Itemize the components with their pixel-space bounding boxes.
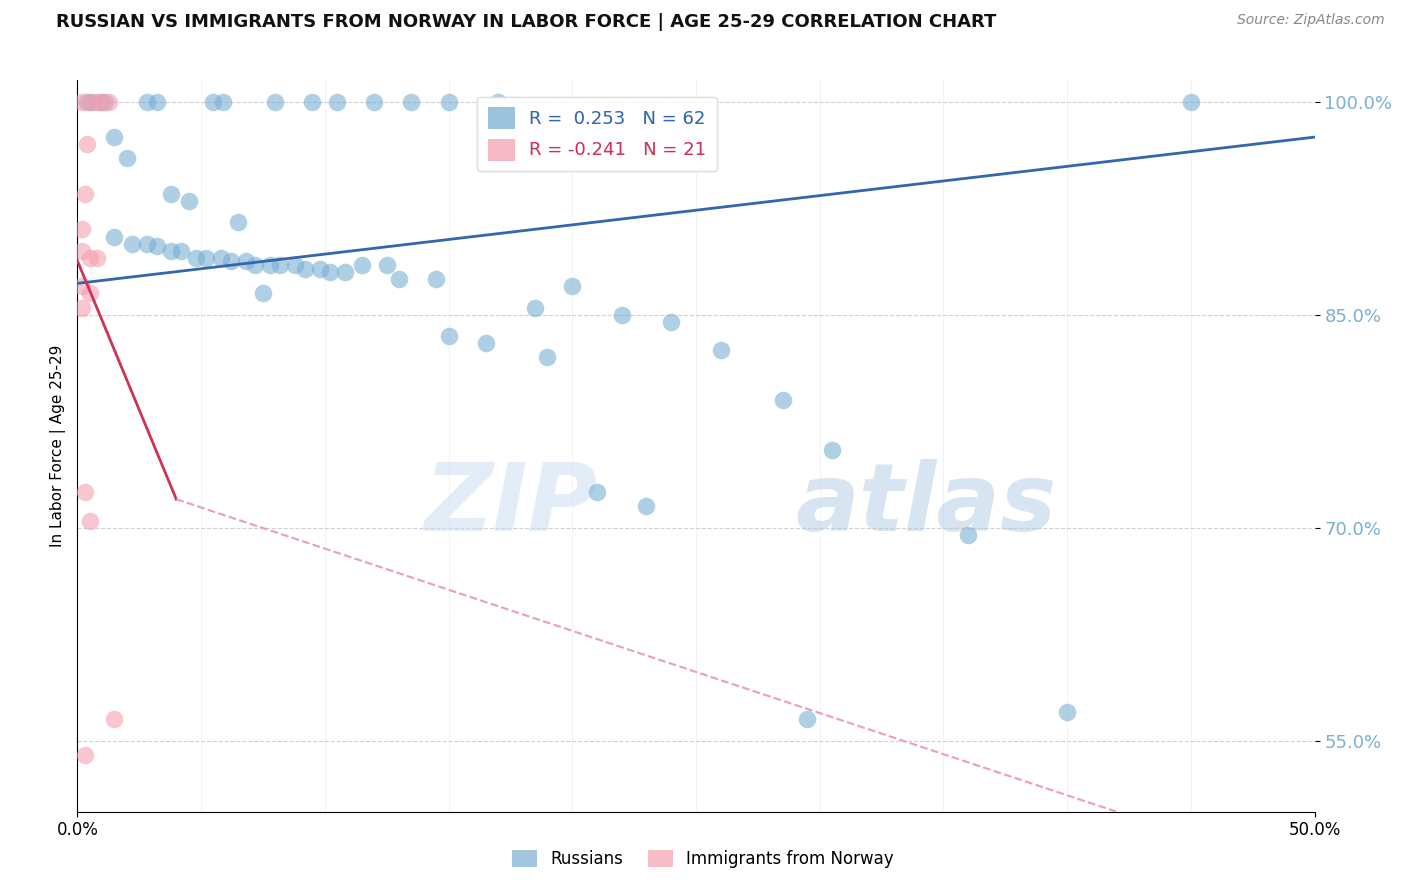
Point <box>659 315 682 329</box>
Point <box>73 186 96 201</box>
Point <box>284 258 307 272</box>
Point <box>437 329 460 343</box>
Point <box>561 279 583 293</box>
Point <box>401 95 423 109</box>
Point <box>72 222 94 236</box>
Point <box>82 95 104 109</box>
Point <box>115 152 138 166</box>
Point <box>259 258 281 272</box>
Point <box>301 95 323 109</box>
Point <box>326 95 349 109</box>
Point <box>184 251 207 265</box>
Point <box>524 301 547 315</box>
Point <box>710 343 733 358</box>
Point <box>79 95 101 109</box>
Point <box>135 95 157 109</box>
Point <box>98 95 121 109</box>
Point <box>226 215 249 229</box>
Point <box>72 279 94 293</box>
Point <box>536 350 558 364</box>
Point <box>160 186 183 201</box>
Point <box>103 130 125 145</box>
Point <box>72 95 94 109</box>
Point <box>86 251 108 265</box>
Point <box>73 485 96 500</box>
Point <box>135 236 157 251</box>
Point <box>252 286 274 301</box>
Point <box>195 251 218 265</box>
Point <box>86 95 108 109</box>
Point <box>79 251 101 265</box>
Point <box>1180 95 1202 109</box>
Y-axis label: In Labor Force | Age 25-29: In Labor Force | Age 25-29 <box>51 345 66 547</box>
Point <box>91 95 114 109</box>
Point <box>636 500 658 514</box>
Point <box>821 442 844 457</box>
Point <box>93 95 115 109</box>
Point <box>319 265 342 279</box>
Point <box>294 262 316 277</box>
Point <box>425 272 447 286</box>
Point <box>957 528 980 542</box>
Point <box>474 336 496 351</box>
Point <box>76 95 98 109</box>
Point <box>72 244 94 258</box>
Point <box>264 95 287 109</box>
Point <box>89 95 111 109</box>
Point <box>170 244 193 258</box>
Legend: Russians, Immigrants from Norway: Russians, Immigrants from Norway <box>505 843 901 875</box>
Point <box>437 95 460 109</box>
Point <box>350 258 373 272</box>
Point <box>72 301 94 315</box>
Point <box>209 251 232 265</box>
Point <box>269 258 291 272</box>
Point <box>177 194 200 208</box>
Point <box>388 272 411 286</box>
Point <box>79 514 101 528</box>
Text: ZIP: ZIP <box>425 458 598 550</box>
Point <box>219 253 242 268</box>
Legend: R =  0.253   N = 62, R = -0.241   N = 21: R = 0.253 N = 62, R = -0.241 N = 21 <box>477 96 717 171</box>
Text: atlas: atlas <box>794 458 1056 550</box>
Point <box>103 229 125 244</box>
Point <box>79 286 101 301</box>
Text: RUSSIAN VS IMMIGRANTS FROM NORWAY IN LABOR FORCE | AGE 25-29 CORRELATION CHART: RUSSIAN VS IMMIGRANTS FROM NORWAY IN LAB… <box>56 13 997 31</box>
Point <box>103 713 125 727</box>
Point <box>333 265 356 279</box>
Point <box>121 236 143 251</box>
Point <box>586 485 609 500</box>
Point <box>610 308 633 322</box>
Point <box>145 239 167 253</box>
Point <box>375 258 398 272</box>
Point <box>245 258 267 272</box>
Point <box>308 262 330 277</box>
Point <box>76 137 98 152</box>
Point <box>772 392 794 407</box>
Point <box>363 95 385 109</box>
Point <box>235 253 257 268</box>
Point <box>160 244 183 258</box>
Point <box>73 747 96 762</box>
Point <box>202 95 225 109</box>
Point <box>486 95 509 109</box>
Point <box>1056 706 1078 720</box>
Point <box>145 95 167 109</box>
Text: Source: ZipAtlas.com: Source: ZipAtlas.com <box>1237 13 1385 28</box>
Point <box>796 713 818 727</box>
Point <box>212 95 235 109</box>
